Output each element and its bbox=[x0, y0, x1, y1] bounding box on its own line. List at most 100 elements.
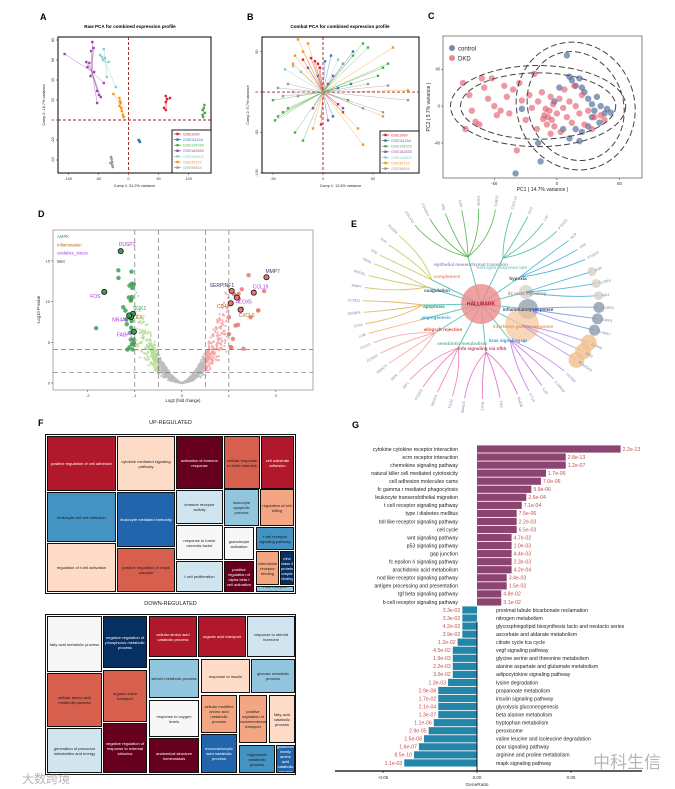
pathway-label: nod like receptor signaling pathway bbox=[377, 576, 458, 582]
pathway-label: glycine serine and threonine metabolism bbox=[496, 656, 589, 662]
treemap-tile: negative regulation of phosphorus metabo… bbox=[103, 616, 147, 668]
pvalue-label: 1.9e-03 bbox=[433, 656, 451, 662]
data-point bbox=[331, 115, 335, 118]
gene-point bbox=[186, 379, 188, 382]
pathway-label: toll like receptor signaling pathway bbox=[379, 519, 458, 525]
sample-point-dkd bbox=[506, 110, 513, 117]
data-point bbox=[323, 60, 327, 63]
gene-point bbox=[226, 309, 229, 312]
data-point bbox=[361, 143, 365, 146]
gene-point bbox=[202, 356, 204, 359]
pathway-label: adipocytokine signaling pathway bbox=[496, 672, 571, 678]
treemap-tile: anatomical structure homeostasis bbox=[149, 738, 199, 773]
gene-point bbox=[156, 358, 159, 361]
sample-point-control bbox=[593, 93, 601, 101]
data-point bbox=[89, 74, 92, 78]
gene-point bbox=[226, 285, 229, 288]
data-point bbox=[122, 115, 125, 119]
bar-upregulated bbox=[477, 590, 502, 598]
sample-point-dkd bbox=[539, 115, 547, 123]
data-point bbox=[366, 82, 370, 86]
gene-point bbox=[141, 318, 145, 321]
gene-point bbox=[216, 318, 219, 322]
gene-edge bbox=[509, 339, 530, 392]
y-tick-label: -20 bbox=[51, 137, 55, 143]
gene-point bbox=[198, 365, 201, 368]
data-point bbox=[366, 46, 370, 49]
sample-point-dkd bbox=[566, 98, 573, 105]
gene-point bbox=[174, 379, 177, 382]
legend-marker bbox=[384, 145, 387, 148]
confidence-ellipse bbox=[526, 51, 625, 162]
group-spoke bbox=[282, 91, 324, 97]
bar-upregulated bbox=[477, 485, 532, 493]
bar-downregulated bbox=[428, 727, 477, 735]
sample-point-dkd bbox=[581, 121, 588, 128]
data-point bbox=[111, 160, 114, 164]
bar-downregulated bbox=[404, 759, 477, 767]
highlighted-gene-point bbox=[228, 288, 235, 295]
sample-point-dkd bbox=[459, 79, 467, 87]
treemap-tile: triglyceride metabolic process bbox=[239, 745, 275, 773]
group-spoke bbox=[287, 91, 324, 109]
gene-point bbox=[155, 353, 158, 357]
sample-point-control bbox=[568, 77, 576, 84]
gene-point bbox=[147, 347, 150, 350]
gene-point bbox=[215, 358, 218, 361]
gene-point bbox=[141, 329, 144, 332]
gene-point bbox=[225, 310, 228, 314]
group-spoke bbox=[322, 47, 369, 93]
gene-point bbox=[138, 328, 141, 331]
data-point bbox=[101, 58, 105, 62]
gene-point bbox=[146, 332, 149, 335]
group-spoke bbox=[165, 102, 167, 111]
pca-panel-c: -50 0 50 -40 0 40 PC1 ( 14.7% variance ) PC2 ( … bbox=[426, 35, 643, 193]
gene-point bbox=[224, 324, 227, 328]
bar-downregulated bbox=[414, 751, 477, 759]
group-spoke bbox=[322, 91, 364, 145]
pathway-label: propanoate metabolism bbox=[496, 688, 550, 694]
gene-point bbox=[185, 380, 188, 383]
gene-leaf-label: VEGFA bbox=[430, 394, 438, 407]
gene-edge bbox=[379, 254, 433, 281]
group-spoke bbox=[105, 63, 108, 78]
watermark-right: 中科生信 bbox=[593, 753, 661, 773]
gene-edge bbox=[502, 212, 512, 259]
y-tick-label: -100 bbox=[255, 169, 259, 177]
data-point bbox=[271, 98, 275, 102]
gene-point bbox=[140, 322, 143, 325]
gene-point bbox=[138, 356, 141, 359]
sample-point-dkd bbox=[563, 113, 571, 121]
gene-point bbox=[202, 365, 204, 368]
pathway-legend-item: AMPK bbox=[57, 234, 69, 239]
pathway-label: arginine and proline metabolism bbox=[496, 753, 570, 759]
gene-point bbox=[152, 343, 156, 346]
group-spoke bbox=[294, 55, 324, 93]
gene-point bbox=[149, 339, 152, 343]
bar-downregulated bbox=[448, 678, 477, 687]
treemap-tile: steroid metabolic process bbox=[149, 659, 199, 698]
data-point bbox=[351, 54, 355, 57]
sample-point-dkd bbox=[576, 110, 583, 117]
gene-point bbox=[219, 327, 222, 330]
data-point bbox=[406, 98, 410, 102]
legend-marker bbox=[384, 139, 387, 142]
gene-point bbox=[160, 368, 163, 371]
legend-label: DKD bbox=[458, 56, 471, 62]
pathway-label: type i diabetes mellitus bbox=[406, 511, 459, 517]
gene-point bbox=[167, 369, 170, 371]
data-point bbox=[316, 62, 320, 65]
pathway-label: arachidonic acid metabolism bbox=[393, 568, 458, 574]
data-point bbox=[85, 60, 88, 64]
x-tick-label: 0.00 bbox=[473, 775, 482, 780]
sample-point-dkd bbox=[578, 91, 586, 99]
gene-point bbox=[217, 317, 220, 320]
gene-point bbox=[161, 361, 164, 363]
gene-point bbox=[205, 354, 208, 357]
gene-point bbox=[223, 341, 226, 345]
data-point bbox=[306, 42, 310, 45]
gene-point bbox=[143, 356, 146, 360]
x-axis-label: Log2 (fold change) bbox=[166, 398, 202, 403]
bar-upregulated bbox=[477, 550, 512, 558]
pvalue-label: 2.9e-05 bbox=[409, 729, 427, 735]
